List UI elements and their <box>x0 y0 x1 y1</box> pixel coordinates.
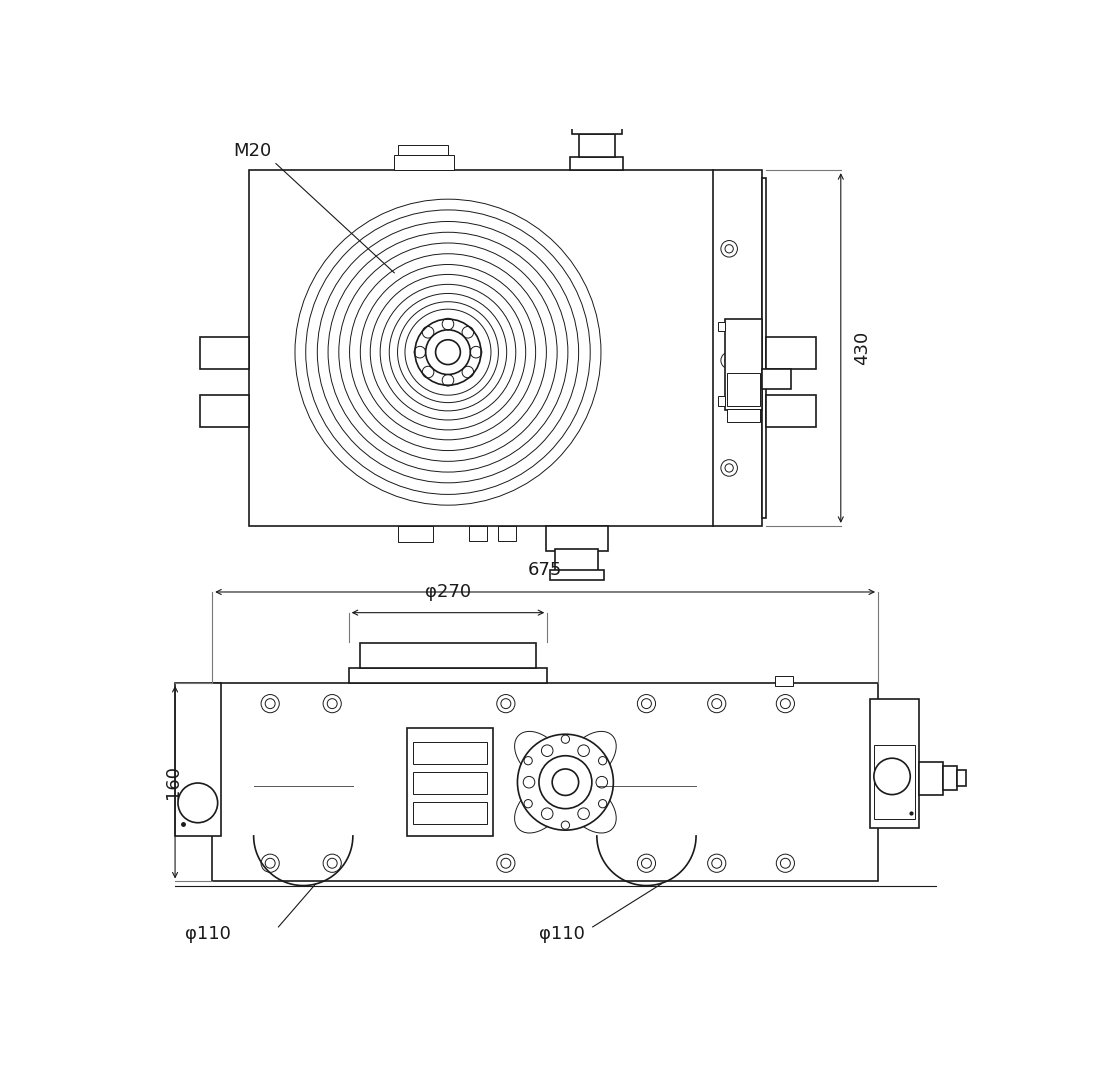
Bar <box>774 676 793 686</box>
Bar <box>957 770 966 786</box>
Bar <box>175 683 221 836</box>
Bar <box>725 319 762 410</box>
Bar <box>571 157 624 171</box>
Bar <box>361 643 536 668</box>
Bar <box>718 396 725 406</box>
Bar <box>727 409 760 422</box>
Bar <box>546 526 608 551</box>
Bar <box>727 373 760 406</box>
Text: φ110: φ110 <box>539 926 585 943</box>
Bar <box>414 742 487 764</box>
Bar <box>556 549 598 571</box>
Bar <box>767 337 816 368</box>
Text: φ270: φ270 <box>425 583 471 601</box>
Bar <box>550 569 604 580</box>
Bar <box>767 395 816 426</box>
Bar <box>579 134 615 157</box>
Bar <box>572 125 621 134</box>
Bar <box>394 156 454 171</box>
Bar <box>349 668 547 683</box>
Text: 675: 675 <box>528 561 562 579</box>
Bar <box>870 699 920 828</box>
Bar <box>398 145 448 156</box>
Bar <box>212 683 878 882</box>
Bar <box>414 772 487 794</box>
Bar <box>920 761 943 795</box>
Bar <box>407 728 494 836</box>
Bar <box>398 526 433 542</box>
Text: M20: M20 <box>233 143 272 160</box>
Bar <box>943 766 957 790</box>
Bar <box>762 178 767 518</box>
Circle shape <box>873 758 911 795</box>
Bar <box>469 526 487 540</box>
Bar <box>497 526 516 540</box>
Text: 160: 160 <box>164 765 182 799</box>
Bar <box>718 321 725 332</box>
Bar <box>762 368 791 390</box>
Bar <box>873 745 915 819</box>
Bar <box>250 171 762 526</box>
Bar <box>414 802 487 824</box>
Bar <box>200 337 250 368</box>
Text: φ110: φ110 <box>185 926 231 943</box>
Bar <box>200 395 250 426</box>
Text: 430: 430 <box>854 331 871 365</box>
